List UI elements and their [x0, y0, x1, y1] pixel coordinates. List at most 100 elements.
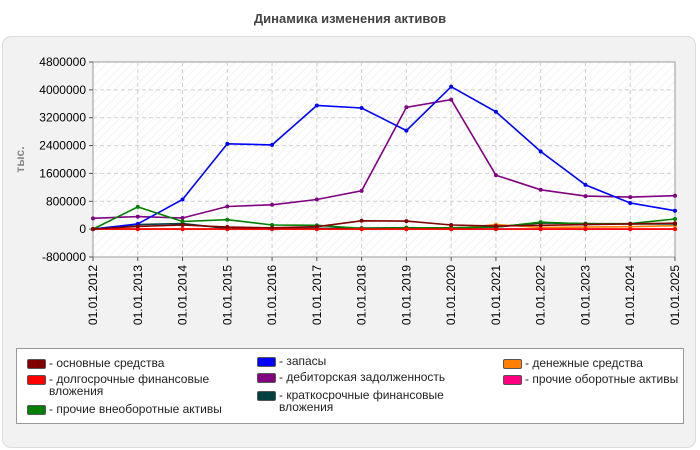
legend-item: - основные средства [27, 357, 252, 369]
data-point [270, 222, 275, 227]
x-tick-label: 01.01.2020 [444, 265, 458, 325]
data-point [583, 227, 588, 232]
y-tick-label: 0 [79, 222, 86, 236]
legend-swatch [503, 375, 522, 385]
x-tick-label: 01.01.2015 [220, 265, 234, 325]
legend-label: - запасы [279, 354, 327, 368]
data-point [628, 201, 633, 206]
data-point [583, 194, 588, 199]
legend-label: - прочие внеоборотные активы [49, 402, 222, 416]
data-point [180, 227, 185, 232]
series-долгосрочные финансовые вложения [91, 227, 677, 232]
data-point [628, 221, 633, 226]
data-point [225, 217, 230, 222]
data-point [135, 204, 140, 209]
data-point [538, 149, 543, 154]
legend: - основные средства - долгосрочные финанс… [16, 348, 684, 424]
data-point [449, 84, 454, 89]
x-tick-label: 01.01.2025 [668, 265, 682, 325]
data-point [314, 103, 319, 108]
series-line [92, 206, 676, 230]
x-tick-label: 01.01.2014 [176, 265, 190, 325]
data-point [583, 222, 588, 227]
data-point [359, 227, 364, 232]
series-дебиторская задолженность [91, 97, 677, 221]
data-point [628, 195, 633, 200]
data-point [673, 193, 677, 198]
legend-swatch [503, 359, 522, 369]
legend-item: - долгосрочные финансовые вложения [27, 373, 217, 397]
data-point [404, 128, 409, 133]
legend-swatch [27, 405, 46, 415]
data-point [538, 227, 543, 232]
x-tick-label: 01.01.2013 [131, 265, 145, 325]
data-point [225, 225, 230, 230]
data-point [135, 224, 140, 229]
y-axis-label: тыс. [13, 146, 27, 172]
data-point [314, 197, 319, 202]
x-axis: 01.01.2012 01.01.2013 01.01.2014 01.01.2015… [86, 257, 682, 325]
series-line [92, 85, 676, 230]
legend-item: - запасы [257, 355, 482, 367]
data-point [673, 221, 677, 226]
y-tick-label: 3200000 [39, 111, 86, 125]
data-point [404, 227, 409, 232]
x-tick-label: 01.01.2012 [86, 265, 100, 325]
data-point [673, 227, 677, 232]
data-point [135, 214, 140, 219]
data-point [493, 173, 498, 178]
legend-swatch [257, 357, 276, 367]
legend-label: - прочие оборотные активы [525, 372, 679, 386]
legend-label: - краткосрочные финансовые вложения [279, 388, 444, 414]
y-tick-label: 2400000 [39, 139, 86, 153]
legend-swatch [27, 375, 46, 385]
data-point [225, 141, 230, 146]
data-point [493, 227, 498, 232]
data-point [583, 182, 588, 187]
series-line [92, 219, 676, 230]
x-tick-label: 01.01.2017 [310, 265, 324, 325]
chart-title: Динамика изменения активов [253, 11, 447, 26]
y-tick-label: 4000000 [39, 83, 86, 97]
x-tick-label: 01.01.2023 [578, 265, 592, 325]
legend-swatch [27, 359, 46, 369]
data-point [225, 204, 230, 209]
data-point [673, 217, 677, 222]
series-основные средства [91, 218, 677, 232]
legend-label: - дебиторская задолженность [279, 370, 446, 384]
data-point [404, 105, 409, 110]
y-tick-label: 4800000 [39, 55, 86, 69]
y-tick-label: 1600000 [39, 166, 86, 180]
data-point [673, 208, 677, 213]
data-point [493, 224, 498, 229]
data-point [538, 223, 543, 228]
data-point [314, 224, 319, 229]
data-point [404, 219, 409, 224]
data-point [359, 218, 364, 223]
legend-item: - краткосрочные финансовые вложения [257, 389, 447, 413]
legend-item: - прочие внеоборотные активы [27, 403, 252, 415]
data-point [270, 202, 275, 207]
data-point [359, 105, 364, 110]
legend-label: - основные средства [49, 356, 165, 370]
x-tick-label: 01.01.2018 [355, 265, 369, 325]
data-point [449, 227, 454, 232]
data-point [628, 227, 633, 232]
data-point [180, 222, 185, 227]
data-point [180, 197, 185, 202]
x-tick-label: 01.01.2024 [623, 265, 637, 325]
legend-swatch [257, 373, 276, 383]
legend-swatch [257, 391, 276, 401]
data-point [449, 97, 454, 102]
data-point [135, 227, 140, 232]
x-tick-label: 01.01.2019 [399, 265, 413, 325]
data-point [538, 187, 543, 192]
x-tick-label: 01.01.2016 [265, 265, 279, 325]
legend-item: - дебиторская задолженность [257, 371, 482, 383]
data-point [180, 219, 185, 224]
data-point [270, 142, 275, 147]
series-layer [91, 84, 677, 232]
data-point [359, 188, 364, 193]
y-tick-label: -800000 [42, 250, 86, 264]
